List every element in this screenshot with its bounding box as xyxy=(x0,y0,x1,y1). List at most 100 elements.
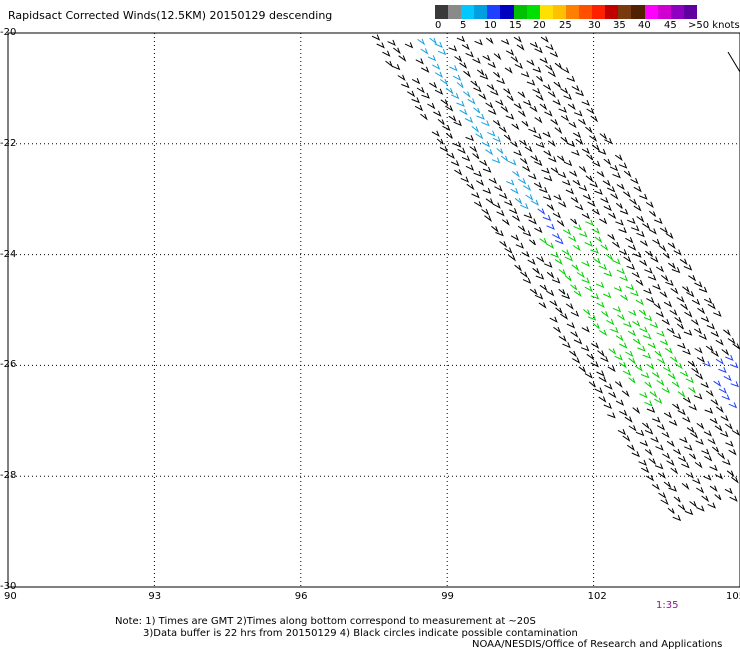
wind-barb xyxy=(401,82,410,89)
wind-barb xyxy=(560,313,569,320)
wind-barb xyxy=(680,303,689,311)
wind-barb xyxy=(599,133,608,141)
longitude-label: 96 xyxy=(294,591,308,602)
wind-barb xyxy=(647,274,657,281)
colorbar-swatch xyxy=(670,5,684,19)
wind-barb xyxy=(713,310,722,317)
wind-barb xyxy=(645,250,654,258)
wind-barb xyxy=(597,350,605,358)
wind-barb xyxy=(485,149,494,156)
wind-barb xyxy=(482,54,491,62)
wind-barb xyxy=(518,110,526,118)
grid-lines xyxy=(8,33,740,587)
wind-barb xyxy=(555,307,563,315)
wind-barb xyxy=(653,303,662,310)
wind-barb xyxy=(528,173,537,180)
wind-barb xyxy=(434,71,444,78)
wind-barb xyxy=(520,203,529,210)
wind-barb xyxy=(680,370,689,377)
wind-barb xyxy=(718,367,727,374)
wind-barb xyxy=(457,147,466,154)
wind-barb xyxy=(534,116,543,124)
map-title: Rapidsact Corrected Winds(12.5KM) 201501… xyxy=(8,9,333,22)
wind-barb xyxy=(631,451,640,458)
wind-barb xyxy=(652,238,661,246)
wind-barb xyxy=(558,335,567,342)
wind-barb xyxy=(548,156,557,163)
wind-barb xyxy=(533,133,542,140)
wind-barb xyxy=(429,37,438,45)
wind-barb xyxy=(659,291,668,299)
wind-barb xyxy=(622,369,632,376)
wind-barb xyxy=(528,218,537,225)
wind-barb xyxy=(517,225,526,233)
wind-barb xyxy=(470,80,479,88)
wind-barb xyxy=(472,57,481,64)
wind-barb xyxy=(666,459,675,466)
wind-barb xyxy=(591,342,600,349)
wind-barb xyxy=(714,425,723,432)
wind-barb xyxy=(729,495,738,502)
wind-barb xyxy=(671,381,680,389)
wind-barb xyxy=(463,70,471,78)
colorbar-label: 40 xyxy=(638,20,651,31)
wind-barb xyxy=(382,50,391,57)
wind-barb xyxy=(570,310,580,317)
wind-barb xyxy=(434,88,444,95)
wind-barb xyxy=(415,58,424,65)
wind-barb xyxy=(697,307,706,315)
latitude-label: -26 xyxy=(0,359,17,371)
wind-barb xyxy=(590,293,600,300)
wind-barb xyxy=(593,257,601,265)
wind-barb xyxy=(581,326,590,333)
wind-barb xyxy=(634,365,643,372)
wind-barb xyxy=(434,41,443,48)
wind-barb xyxy=(610,193,619,200)
wind-barb xyxy=(484,215,493,223)
wind-barb xyxy=(589,181,598,188)
wind-barb xyxy=(635,299,644,306)
wind-barb xyxy=(670,287,679,295)
wind-barb xyxy=(654,217,663,225)
wind-barb xyxy=(610,327,619,334)
wind-barb xyxy=(558,106,567,113)
wind-barb xyxy=(479,73,489,80)
wind-barb xyxy=(642,222,651,230)
wind-barb xyxy=(530,155,539,162)
wind-barb xyxy=(508,254,517,262)
wind-barb xyxy=(510,56,519,64)
wind-barb xyxy=(496,210,505,217)
wind-barb xyxy=(564,275,572,282)
wind-barb xyxy=(672,515,682,522)
wind-barb xyxy=(554,127,563,135)
wind-barb xyxy=(535,273,545,280)
wind-barb xyxy=(664,347,673,355)
wind-barb xyxy=(544,110,553,117)
wind-barb xyxy=(715,339,724,346)
colorbar-label: 25 xyxy=(559,20,572,31)
wind-barb xyxy=(677,456,687,463)
colorbar-swatch xyxy=(683,5,697,19)
wind-barb xyxy=(607,412,616,419)
wind-barb xyxy=(628,377,636,384)
wind-barb xyxy=(627,330,637,337)
wind-barb xyxy=(614,354,623,361)
wind-barb xyxy=(619,342,628,349)
wind-barb xyxy=(440,78,448,86)
wind-barb xyxy=(528,239,536,246)
wind-barb xyxy=(508,159,517,166)
wind-barb xyxy=(446,152,455,160)
wind-barb xyxy=(487,130,496,137)
wind-barb xyxy=(476,69,485,77)
wind-barb xyxy=(646,406,656,413)
wind-barb xyxy=(661,319,670,326)
wind-barb xyxy=(556,220,565,228)
wind-barb xyxy=(545,242,555,249)
wind-barb xyxy=(560,115,570,122)
wind-barb xyxy=(587,200,596,207)
wind-barb xyxy=(668,262,676,270)
wind-barb xyxy=(724,487,733,495)
wind-barb xyxy=(493,53,502,61)
wind-barb xyxy=(668,485,677,492)
wind-barb xyxy=(639,392,648,399)
